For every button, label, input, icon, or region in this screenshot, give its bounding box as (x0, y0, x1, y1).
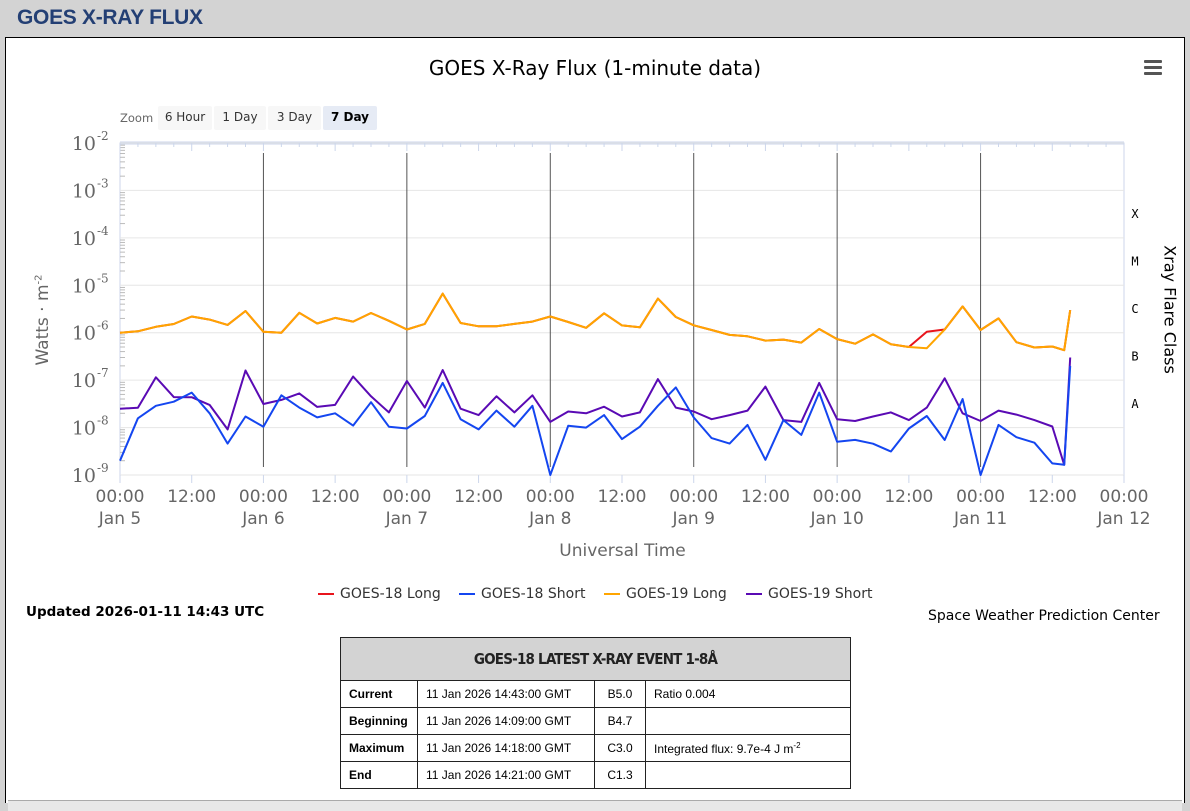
x-axis-title: Universal Time (0, 541, 1190, 561)
legend-swatch (746, 593, 762, 595)
row-time: 11 Jan 2026 14:18:00 GMT (418, 735, 595, 762)
series-goes-18-short (120, 366, 1070, 475)
y-tick-exponent: -6 (97, 319, 109, 333)
legend-swatch (318, 593, 334, 595)
row-label: End (341, 762, 418, 789)
row-label: Beginning (341, 708, 418, 735)
flare-class-label: M (1131, 255, 1138, 269)
y-axis-title-sup: -2 (33, 274, 44, 284)
y-tick-label: 10 (72, 370, 96, 392)
updated-timestamp: Updated 2026-01-11 14:43 UTC (26, 604, 264, 620)
x-tick-date: Jan 9 (671, 509, 714, 529)
x-tick-time: 00:00 (382, 487, 431, 507)
x-tick-time: 12:00 (1028, 487, 1077, 507)
x-tick-date: Jan 8 (528, 509, 571, 529)
series-line (120, 294, 1070, 351)
row-time: 11 Jan 2026 14:09:00 GMT (418, 708, 595, 735)
footer-bar (8, 800, 1182, 811)
series-line (120, 366, 1070, 475)
x-tick-time: 12:00 (167, 487, 216, 507)
y-tick-label: 10 (72, 133, 96, 155)
legend-swatch (459, 593, 475, 595)
x-tick-time: 00:00 (1100, 487, 1149, 507)
row-class: B4.7 (595, 708, 646, 735)
y-tick-exponent: -5 (97, 271, 109, 285)
flare-class-label: B (1131, 349, 1138, 363)
y-tick-label: 10 (72, 228, 96, 250)
x-tick-time: 12:00 (741, 487, 790, 507)
legend-label: GOES-19 Long (626, 586, 727, 602)
legend-label: GOES-18 Long (340, 586, 441, 602)
row-class: C3.0 (595, 735, 646, 762)
x-tick-time: 00:00 (96, 487, 145, 507)
x-tick-date: Jan 12 (1096, 509, 1150, 529)
row-time: 11 Jan 2026 14:21:00 GMT (418, 762, 595, 789)
row-note-sup: -2 (793, 741, 800, 750)
legend-goes18-short[interactable]: GOES-18 Short (459, 586, 586, 602)
event-table-title: GOES-18 LATEST X-RAY EVENT 1-8Å (341, 638, 851, 681)
x-tick-date: Jan 10 (810, 509, 864, 529)
row-label: Current (341, 681, 418, 708)
row-note: Integrated flux: 9.7e-4 J m-2 (646, 735, 851, 762)
x-tick-time: 00:00 (239, 487, 288, 507)
series-line (120, 294, 1070, 351)
x-tick-time: 12:00 (311, 487, 360, 507)
y-tick-exponent: -4 (97, 224, 109, 238)
x-tick-time: 00:00 (956, 487, 1005, 507)
flare-class-label: A (1131, 397, 1139, 411)
y-tick-exponent: -2 (97, 129, 109, 143)
series-goes-19-long (120, 293, 1070, 351)
x-tick-date: Jan 6 (241, 509, 284, 529)
x-tick-date: Jan 11 (953, 509, 1007, 529)
row-note: Ratio 0.004 (646, 681, 851, 708)
y-tick-label: 10 (72, 465, 96, 487)
row-note (646, 708, 851, 735)
x-tick-date: Jan 5 (98, 509, 141, 529)
row-time: 11 Jan 2026 14:43:00 GMT (418, 681, 595, 708)
flare-class-label: X (1131, 207, 1139, 221)
series-line (120, 358, 1070, 465)
y-axis-title: Watts · m-2 (33, 270, 53, 370)
legend-label: GOES-19 Short (768, 586, 873, 602)
row-note (646, 762, 851, 789)
legend-goes18-long[interactable]: GOES-18 Long (318, 586, 441, 602)
y-tick-exponent: -8 (97, 414, 109, 428)
y-tick-exponent: -9 (97, 461, 109, 475)
y-axis-title-text: Watts · m (33, 284, 53, 365)
x-tick-time: 12:00 (884, 487, 933, 507)
y-tick-label: 10 (72, 180, 96, 202)
y-tick-label: 10 (72, 275, 96, 297)
legend-swatch (604, 593, 620, 595)
credit-text: Space Weather Prediction Center (928, 608, 1160, 624)
x-tick-time: 00:00 (526, 487, 575, 507)
y-tick-exponent: -7 (97, 366, 109, 380)
x-tick-date: Jan 7 (385, 509, 428, 529)
series-goes-19-short (120, 358, 1070, 467)
plot-area (120, 143, 1124, 475)
legend-goes19-short[interactable]: GOES-19 Short (746, 586, 873, 602)
x-tick-time: 00:00 (669, 487, 718, 507)
row-class: B5.0 (595, 681, 646, 708)
legend-label: GOES-18 Short (481, 586, 586, 602)
y-tick-label: 10 (72, 323, 96, 345)
y2-axis-title: Xray Flare Class (1161, 240, 1180, 380)
legend-goes19-long[interactable]: GOES-19 Long (604, 586, 727, 602)
y-tick-label: 10 (72, 418, 96, 440)
flare-class-label: C (1131, 302, 1138, 316)
x-tick-time: 00:00 (813, 487, 862, 507)
x-tick-time: 12:00 (454, 487, 503, 507)
x-tick-time: 12:00 (598, 487, 647, 507)
y-tick-exponent: -3 (97, 176, 109, 190)
row-note-text: Integrated flux: 9.7e-4 J m (654, 742, 793, 756)
row-label: Maximum (341, 735, 418, 762)
row-class: C1.3 (595, 762, 646, 789)
